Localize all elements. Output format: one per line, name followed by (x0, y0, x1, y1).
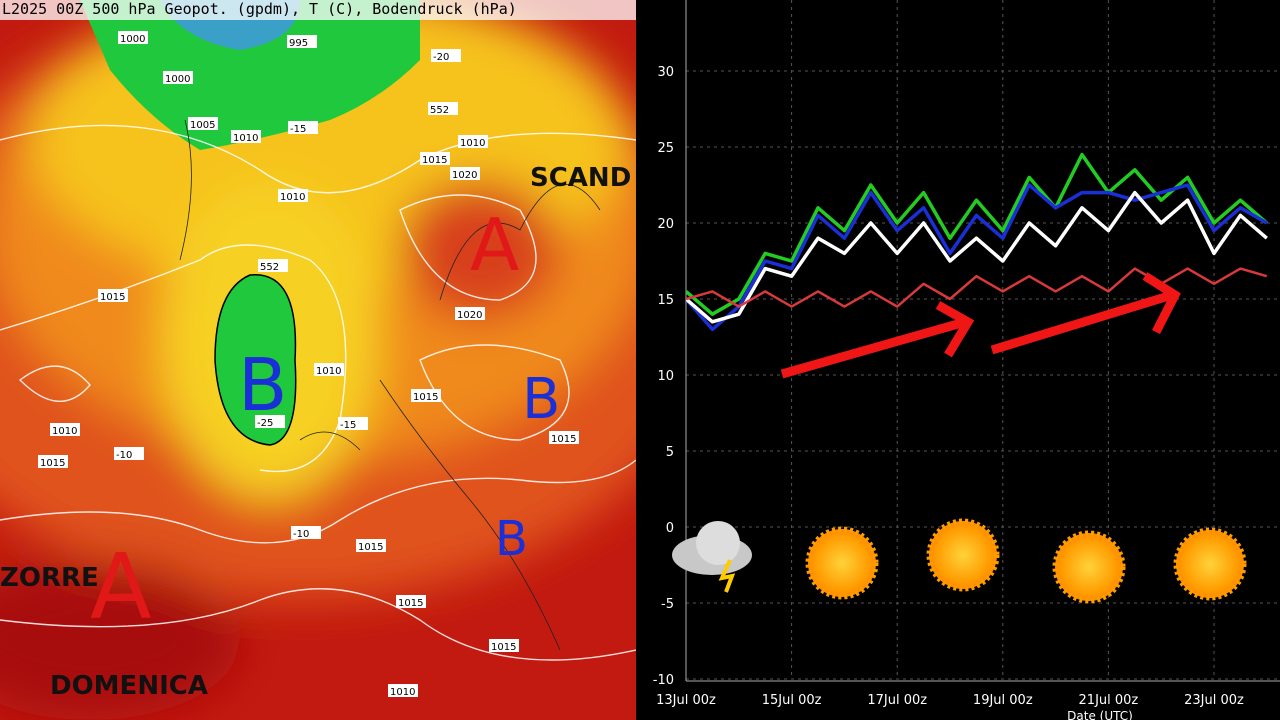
isobar-label-box (258, 259, 288, 272)
isobar-label-box (231, 130, 261, 143)
isobar-label-box (114, 447, 144, 460)
isobar-label-box (455, 307, 485, 320)
isobar-label-box (431, 49, 461, 62)
isobar-label-box (98, 289, 128, 302)
isobar-label: 1010 (316, 366, 341, 377)
isobar-label: 1015 (551, 434, 576, 445)
isobar-label: -15 (290, 124, 306, 135)
map-label: B (522, 367, 560, 432)
y-tick-label: 20 (657, 217, 674, 232)
x-tick-label: 17Jul 00z (867, 693, 927, 708)
x-tick-label: 13Jul 00z (656, 693, 716, 708)
isobar-label: 1015 (100, 292, 125, 303)
isobar-label: 552 (430, 105, 449, 116)
isobar-label: 1015 (358, 542, 383, 553)
map-label: A (90, 535, 152, 640)
isobar-label-box (388, 684, 418, 697)
isobar-label-box (188, 117, 218, 130)
y-tick-label: -5 (661, 597, 674, 612)
isobar-label-box (338, 417, 368, 430)
isobar-label-box (420, 152, 450, 165)
map-label: B (238, 343, 287, 427)
isobar-label-box (549, 431, 579, 444)
x-axis-label: Date (UTC) (1067, 709, 1133, 720)
chart-background (636, 0, 1280, 720)
series-line (686, 152, 1268, 316)
y-tick-label: 5 (666, 445, 674, 460)
isobar-label-box (118, 31, 148, 44)
x-tick-label: 21Jul 00z (1079, 693, 1139, 708)
isobar-label: 995 (289, 38, 308, 49)
isobar-label: 1015 (422, 155, 447, 166)
series-line (686, 190, 1268, 324)
isobar-label-box (287, 35, 317, 48)
isobar-label-box (163, 71, 193, 84)
isobar-label: 1015 (491, 642, 516, 653)
y-tick-label: 0 (666, 521, 674, 536)
trend-arrows (780, 272, 1181, 379)
map: L2025 00Z 500 hPa Geopot. (gpdm), T (C),… (0, 0, 636, 720)
plot-area (686, 152, 1268, 332)
isobar-label-box (450, 167, 480, 180)
map-label: B (495, 511, 528, 567)
weather-icons (672, 518, 1247, 604)
isobar-label: 1010 (233, 133, 258, 144)
isobar-label: 1010 (280, 192, 305, 203)
y-tick-label: 25 (657, 141, 674, 156)
isobar-label: 1020 (457, 310, 482, 321)
y-tick-label: 10 (657, 369, 674, 384)
x-tick-label: 19Jul 00z (973, 693, 1033, 708)
isobar-label: 1005 (190, 120, 215, 131)
isobar-label: 1015 (398, 598, 423, 609)
isobar-label-box (288, 121, 318, 134)
isobar-label: 1015 (40, 458, 65, 469)
isobar-label: 1010 (460, 138, 485, 149)
isobar-label-box (396, 595, 426, 608)
x-tick-label: 15Jul 00z (762, 693, 822, 708)
y-tick-label: 15 (657, 293, 674, 308)
map-label: DOMENICA (50, 671, 208, 701)
isobar-label: 1010 (390, 687, 415, 698)
isobar-label-box (428, 102, 458, 115)
isobar-label-box (278, 189, 308, 202)
y-tick-label: -10 (653, 673, 674, 688)
isobar-label: 1010 (52, 426, 77, 437)
isobar-label-box (411, 389, 441, 402)
isobar-label: -25 (257, 418, 273, 429)
isobar-label-box (38, 455, 68, 468)
isobar-label: 1015 (413, 392, 438, 403)
isobar-label-box (291, 526, 321, 539)
isobar-label: 552 (260, 262, 279, 273)
isobar-label-box (314, 363, 344, 376)
series-line (686, 183, 1268, 332)
isobar-label-box (489, 639, 519, 652)
series-line (686, 267, 1268, 308)
isobar-label-box (50, 423, 80, 436)
map-label: A (470, 203, 519, 287)
isobar-label: -15 (340, 420, 356, 431)
isobar-label-box (255, 415, 285, 428)
isobar-label: 1000 (120, 34, 145, 45)
map-label: ZORRE (0, 563, 99, 593)
y-tick-label: 30 (657, 65, 674, 80)
map-title: L2025 00Z 500 hPa Geopot. (gpdm), T (C),… (2, 0, 517, 18)
isobar-label: -10 (293, 529, 309, 540)
isobar-label-box (458, 135, 488, 148)
isobar-label: -20 (433, 52, 449, 63)
isobar-label: 1020 (452, 170, 477, 181)
x-tick-label: 23Jul 00z (1184, 693, 1244, 708)
isobar-label: -10 (116, 450, 132, 461)
isobar-label-box (356, 539, 386, 552)
map-label: SCAND (530, 163, 631, 193)
isobar-label: 1000 (165, 74, 190, 85)
